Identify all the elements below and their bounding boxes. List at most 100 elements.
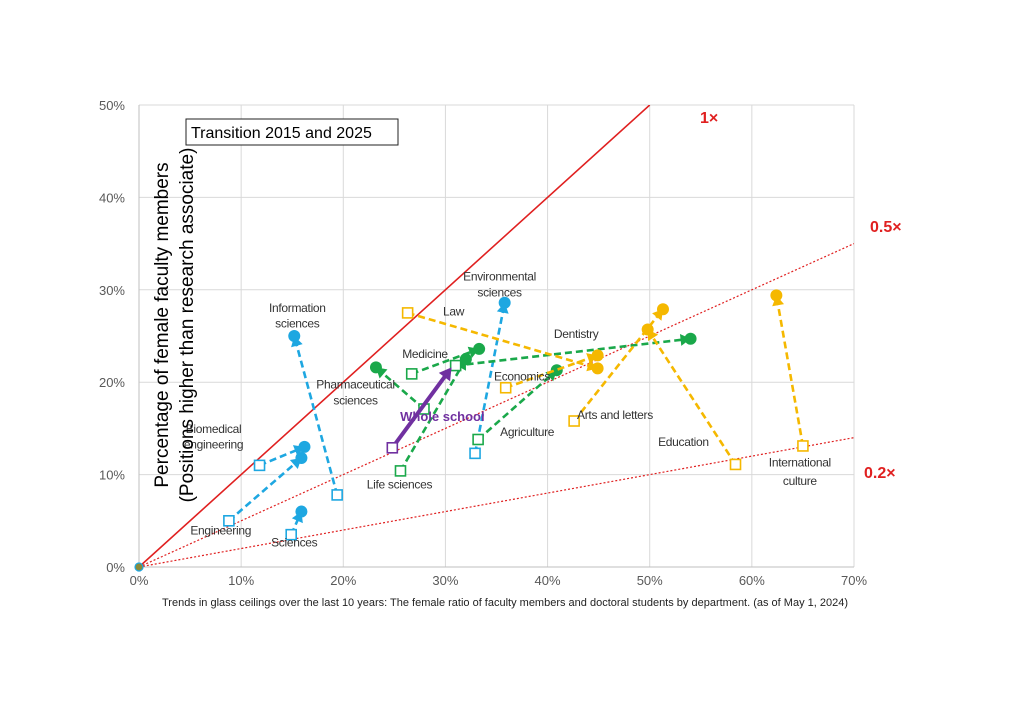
series-end-marker <box>295 451 308 464</box>
point-label: culture <box>783 474 818 488</box>
point-label: Economics <box>494 369 550 383</box>
point-label: sciences <box>477 285 522 299</box>
series-line <box>294 342 339 496</box>
series-arrowhead <box>438 367 452 382</box>
series-start-marker <box>797 440 809 452</box>
point-label: sciences <box>275 317 320 331</box>
series-end-marker <box>298 440 311 453</box>
y-tick-label: 10% <box>99 468 125 483</box>
series-line <box>505 356 592 389</box>
reference-line <box>139 105 651 567</box>
reference-lines <box>139 105 854 567</box>
reference-line-label: 0.2× <box>864 465 896 482</box>
series-line <box>259 448 299 467</box>
reference-line-label: 0.5× <box>870 219 902 236</box>
y-tick-label: 20% <box>99 375 125 390</box>
point-label: International <box>769 455 831 469</box>
series-arrow <box>285 505 308 541</box>
reference-line <box>139 243 854 567</box>
point-label: Pharmaceutical <box>316 378 395 392</box>
y-tick-label: 40% <box>99 190 125 205</box>
point-label: Whole school <box>400 409 485 424</box>
series-start-marker <box>394 465 407 477</box>
point-label: Medicine <box>402 347 448 361</box>
series-end-marker <box>473 342 486 355</box>
series-arrow <box>770 289 809 452</box>
grid-lines <box>138 104 855 568</box>
x-tick-label: 20% <box>330 573 356 588</box>
series-line <box>407 311 592 368</box>
point-label: Engineering <box>190 524 251 538</box>
series-line <box>380 371 425 410</box>
series-start-marker <box>386 442 399 454</box>
point-label: Sciences <box>271 536 318 550</box>
point-label: sciences <box>333 393 378 407</box>
series-end-marker <box>770 289 783 302</box>
series-start-marker <box>401 307 414 319</box>
series-end-marker <box>288 330 301 342</box>
point-label: Life sciences <box>367 477 433 491</box>
point-label: Information <box>269 301 326 315</box>
series-end-marker <box>498 296 511 309</box>
series-start-marker <box>253 459 266 472</box>
x-tick-label: 50% <box>637 573 663 588</box>
y-tick-label: 0% <box>106 560 125 575</box>
series-end-marker <box>369 361 382 374</box>
series-arrow <box>449 332 697 372</box>
series-arrow <box>469 296 511 460</box>
series-end-marker <box>641 323 654 336</box>
point-label: Environmental <box>463 270 536 284</box>
series-start-marker <box>568 415 580 427</box>
reference-line-label: 1× <box>700 110 718 127</box>
series-end-marker <box>656 303 669 316</box>
series-line <box>477 373 553 441</box>
y-tick-label: 30% <box>99 283 125 298</box>
series-arrow <box>401 307 604 375</box>
series-arrow <box>253 440 311 472</box>
series-start-marker <box>449 359 462 372</box>
chart-area: 0% 10% 20% 30% 40% 50% 60% 70% 0% 10% 20% 30% 40% 50%… <box>99 98 902 588</box>
x-tick-label: 70% <box>841 573 867 588</box>
series-line <box>650 334 737 466</box>
x-tick-label: 30% <box>432 573 458 588</box>
series-start-marker <box>223 514 235 527</box>
origin-marker <box>134 562 144 572</box>
series-end-marker <box>295 505 308 518</box>
series-start-marker <box>499 381 512 394</box>
point-label: Law <box>443 305 465 319</box>
series-line <box>473 309 505 454</box>
reference-line <box>139 437 854 567</box>
series-end-marker <box>550 364 563 377</box>
y-axis-label: Percentage of female faculty members (Po… <box>152 148 198 503</box>
series-start-marker <box>472 433 484 446</box>
series-arrow <box>499 349 604 394</box>
series-arrow <box>369 361 430 415</box>
point-label: engineering <box>184 438 243 452</box>
series-start-marker <box>285 528 297 541</box>
x-tick-label: 40% <box>535 573 561 588</box>
series-arrow <box>386 367 452 454</box>
series-line <box>399 364 464 472</box>
series-end-marker <box>591 362 604 375</box>
point-labels: Information sciences Biomedical engineering… <box>184 270 831 550</box>
series-arrows <box>223 289 809 541</box>
series-line <box>455 338 684 367</box>
point-label: Biomedical <box>186 422 242 436</box>
chart-title: Transition 2015 and 2025 <box>191 125 372 142</box>
point-label: Education <box>658 435 709 449</box>
x-tick-label: 60% <box>739 573 765 588</box>
series-line <box>228 461 297 522</box>
axes: 0% 10% 20% 30% 40% 50% 60% 70% 0% 10% 20% 30% 40% 50% <box>99 98 867 588</box>
x-tick-label: 10% <box>228 573 254 588</box>
point-label: Agriculture <box>500 425 555 439</box>
y-axis-label-line1: Percentage of female faculty members <box>152 162 173 487</box>
series-start-marker <box>405 368 418 380</box>
series-line <box>776 302 805 447</box>
series-arrow <box>641 323 742 471</box>
chart-title-box: Transition 2015 and 2025 <box>185 118 399 146</box>
y-axis-label-line2: (Positions higher than research associat… <box>177 148 198 503</box>
figure-caption: Trends in glass ceilings over the last 1… <box>161 597 848 609</box>
series-arrow <box>405 342 486 380</box>
series-end-marker <box>591 349 604 362</box>
y-tick-label: 50% <box>99 98 125 113</box>
